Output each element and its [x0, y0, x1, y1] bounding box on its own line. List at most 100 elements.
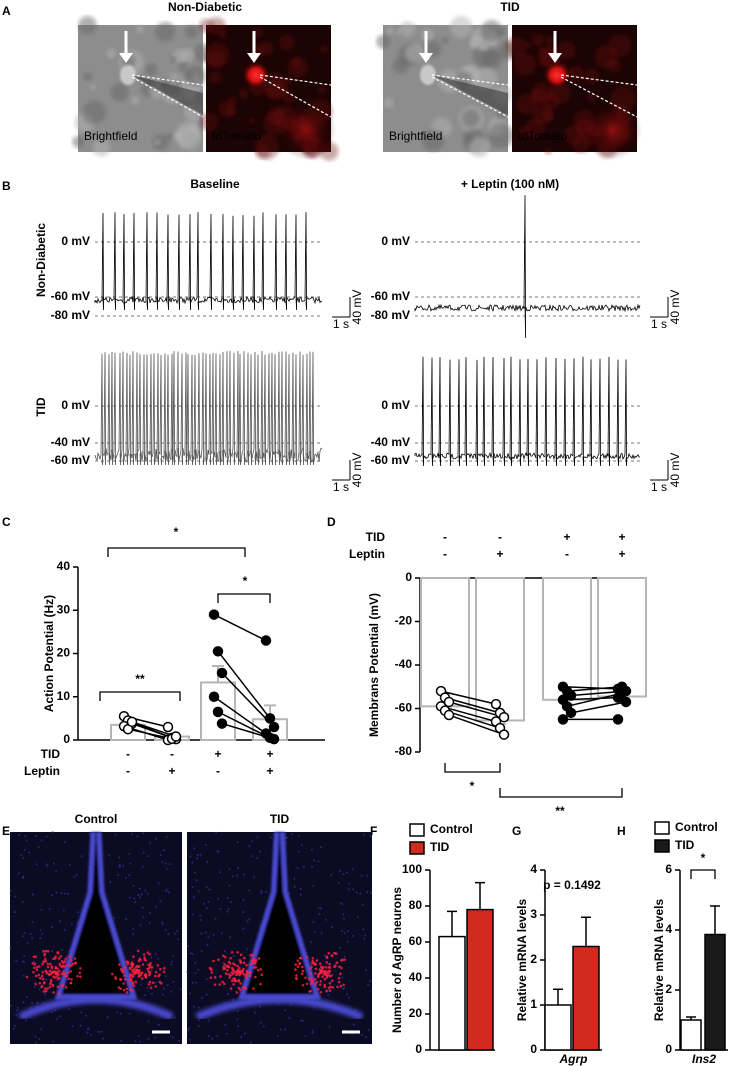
panel-letter: E: [2, 824, 10, 838]
agrp-cell: [305, 955, 309, 959]
nucleus: [165, 867, 168, 870]
agrp-cell: [48, 982, 52, 986]
nucleus: [179, 988, 182, 991]
pipette: [132, 75, 203, 115]
nucleus: [132, 927, 135, 930]
agrp-cell: [66, 971, 70, 974]
agrp-cell: [49, 962, 52, 966]
nucleus: [312, 859, 315, 862]
agrp-cell: [310, 979, 313, 982]
texture-blob: [278, 34, 295, 51]
pair-connector: [213, 696, 267, 735]
legend-label: Control: [430, 822, 473, 836]
nucleus: [311, 865, 314, 868]
nucleus: [16, 1009, 19, 1012]
nucleus: [147, 855, 150, 858]
nucleus: [346, 930, 349, 933]
agrp-cell: [238, 966, 241, 970]
y-tick-label: 0: [63, 732, 70, 746]
nucleus: [146, 892, 149, 895]
nucleus: [201, 997, 204, 1000]
agrp-cell: [323, 983, 327, 987]
agrp-cell: [235, 991, 239, 994]
nucleus: [61, 948, 64, 951]
nucleus: [365, 969, 368, 972]
agrp-cell: [25, 975, 29, 979]
agrp-cell: [252, 987, 255, 990]
nucleus: [219, 871, 222, 874]
condition-label: -: [170, 747, 174, 761]
texture-blob: [110, 83, 129, 102]
nucleus: [311, 1031, 314, 1034]
nucleus: [155, 905, 158, 908]
data-point: [208, 691, 220, 702]
texture-blob: [168, 72, 180, 84]
nucleus: [197, 1025, 200, 1028]
agrp-cell: [241, 986, 244, 990]
agrp-cell: [315, 959, 319, 962]
nucleus: [346, 940, 349, 943]
nucleus: [232, 875, 235, 878]
panel-title: TID: [500, 0, 520, 14]
nucleus: [132, 884, 135, 887]
agrp-cell: [118, 963, 121, 966]
agrp-cell: [229, 974, 233, 977]
agrp-cell: [325, 955, 329, 959]
agrp-cell: [260, 973, 264, 977]
nucleus: [39, 928, 42, 931]
data-point: [565, 707, 577, 719]
nucleus: [37, 846, 40, 849]
texture-blob: [170, 56, 177, 64]
nucleus: [225, 1032, 228, 1035]
agrp-cell: [52, 975, 55, 978]
nucleus: [118, 856, 121, 859]
nucleus: [310, 941, 313, 944]
nucleus: [199, 853, 202, 856]
agrp-cell: [69, 970, 73, 973]
nucleus: [59, 1015, 62, 1018]
nucleus: [265, 890, 268, 893]
nucleus: [197, 890, 200, 893]
nucleus: [87, 1027, 90, 1030]
agrp-cell: [237, 979, 241, 982]
nucleus: [256, 836, 259, 839]
nucleus: [203, 902, 206, 905]
agrp-cell: [223, 982, 226, 986]
agrp-cell: [252, 957, 255, 961]
agrp-cell: [144, 958, 148, 962]
nucleus: [162, 993, 165, 996]
legend-label: Control: [675, 820, 718, 834]
agrp-cell: [67, 977, 71, 980]
nucleus: [207, 935, 210, 938]
texture-blob: [468, 40, 478, 49]
agrp-cell: [343, 958, 347, 961]
pair-connector: [570, 701, 627, 714]
agrp-cell: [225, 968, 229, 972]
texture-blob: [72, 136, 84, 148]
agrp-cell: [249, 971, 252, 975]
nucleus: [300, 1019, 303, 1022]
agrp-cell: [242, 967, 245, 971]
agrp-cell: [50, 965, 54, 968]
nucleus: [345, 871, 348, 874]
pair-connector: [213, 613, 267, 642]
nucleus: [187, 1027, 190, 1030]
nucleus: [237, 1025, 240, 1028]
texture-blob: [525, 118, 546, 138]
agrp-cell: [294, 976, 298, 980]
agrp-cell: [144, 974, 147, 978]
agrp-cell: [137, 971, 141, 974]
agrp-cell: [310, 965, 313, 968]
nucleus: [51, 831, 54, 834]
nucleus: [161, 921, 164, 924]
nucleus: [128, 874, 131, 877]
agrp-cell: [143, 956, 146, 959]
condition-label: -: [126, 747, 130, 761]
nucleus: [236, 841, 239, 844]
texture-blob: [441, 36, 449, 45]
texture-blob: [175, 121, 202, 148]
nucleus: [362, 833, 365, 836]
agrp-cell: [137, 975, 141, 978]
nucleus: [197, 968, 200, 971]
agrp-cell: [123, 978, 127, 981]
